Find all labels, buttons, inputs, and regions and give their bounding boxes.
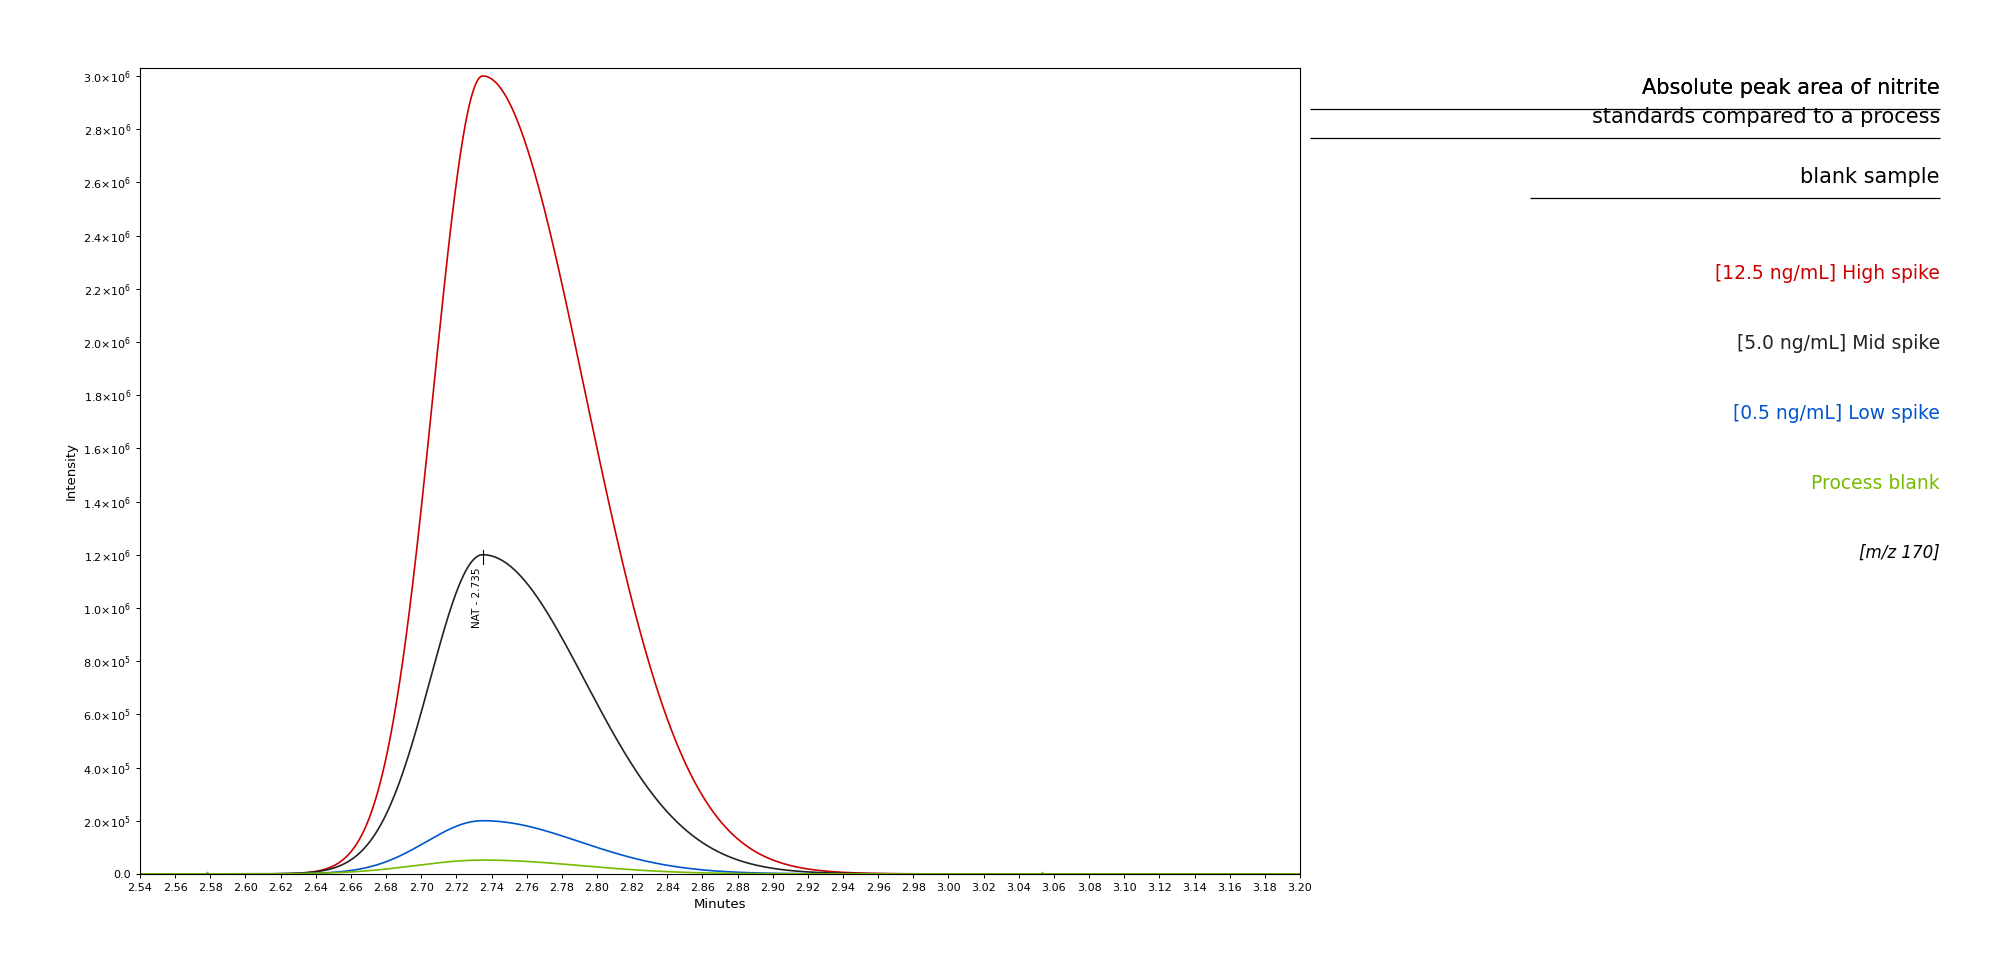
Text: [0.5 ng/mL] Low spike: [0.5 ng/mL] Low spike	[1734, 404, 1940, 423]
Text: Process blank: Process blank	[1812, 474, 1940, 493]
Text: [m/z 170]: [m/z 170]	[1860, 544, 1940, 562]
Text: [5.0 ng/mL] Mid spike: [5.0 ng/mL] Mid spike	[1736, 334, 1940, 353]
Text: Absolute peak area of nitrite: Absolute peak area of nitrite	[1642, 78, 1940, 98]
Text: standards compared to a process: standards compared to a process	[1592, 107, 1940, 127]
X-axis label: Minutes: Minutes	[694, 898, 746, 912]
Text: blank sample: blank sample	[1800, 167, 1940, 187]
Y-axis label: Intensity: Intensity	[64, 442, 78, 500]
Text: Absolute peak area of nitrite: Absolute peak area of nitrite	[1642, 78, 1940, 98]
Text: [12.5 ng/mL] High spike: [12.5 ng/mL] High spike	[1716, 264, 1940, 284]
Text: NAT - 2.735: NAT - 2.735	[472, 567, 482, 628]
